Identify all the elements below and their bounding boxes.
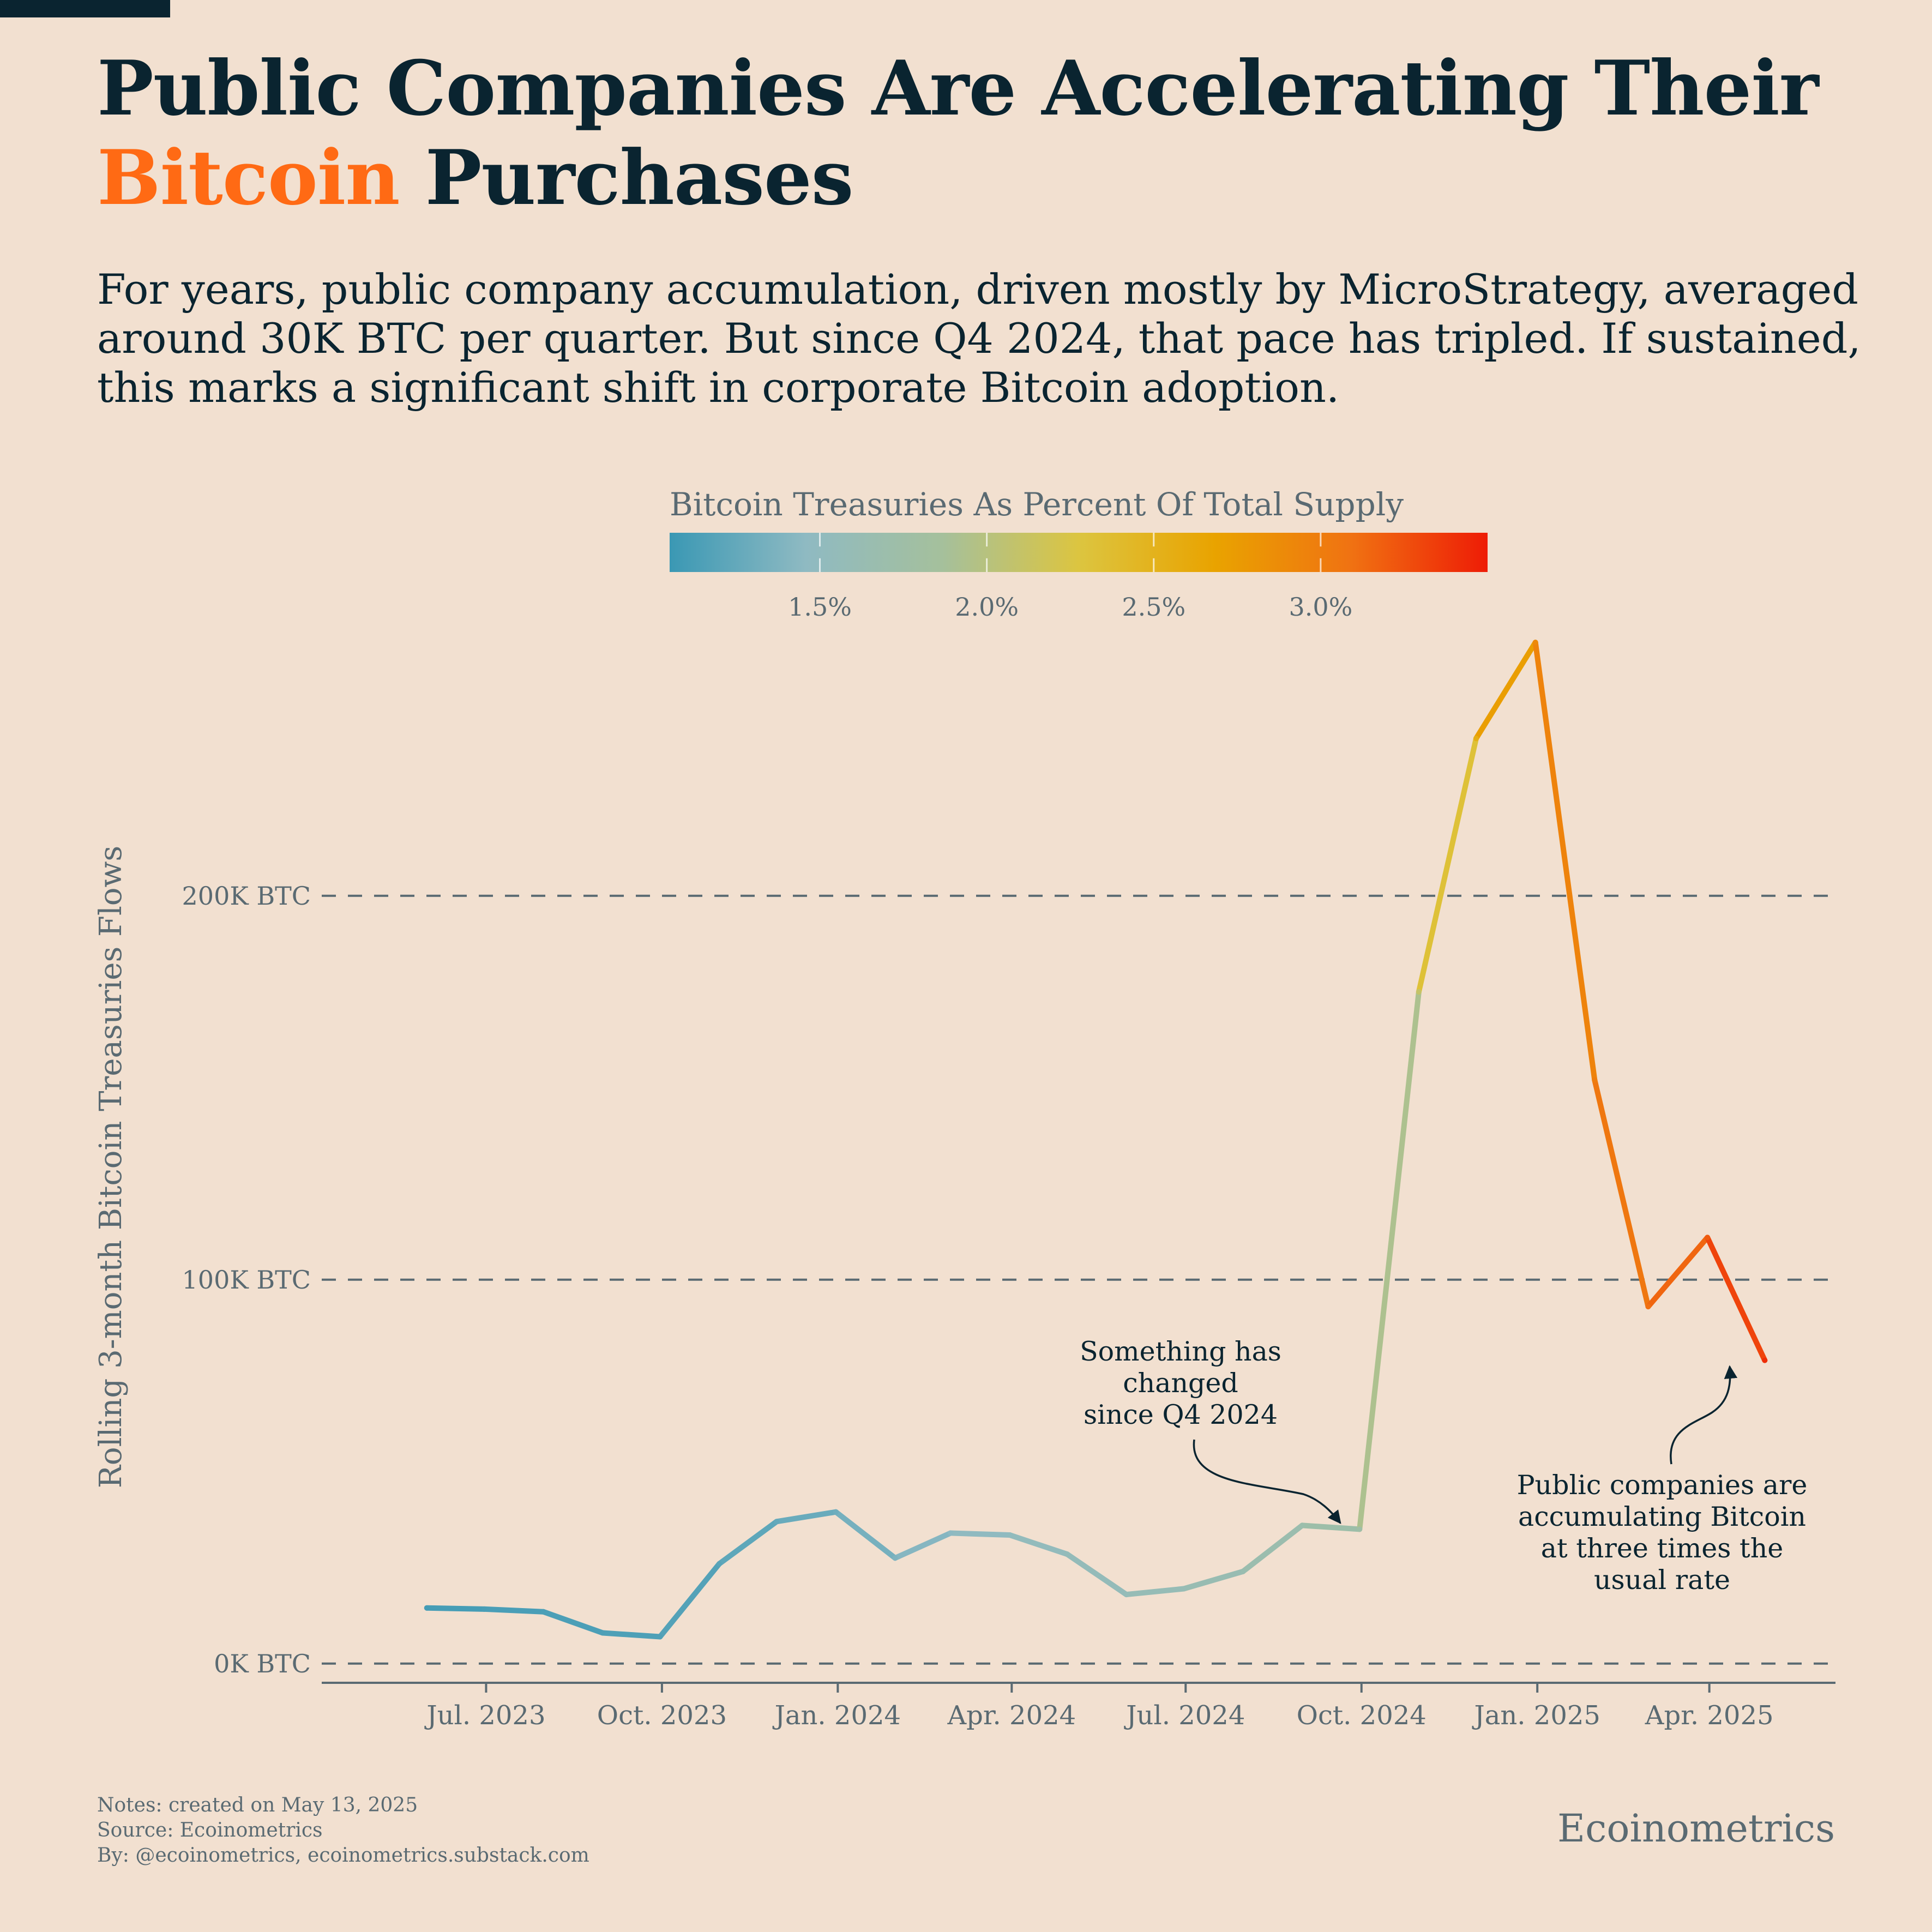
annotation-three-times: Public companies are accumulating Bitcoin…	[1517, 1365, 1808, 1596]
y-tick-label: 0K BTC	[214, 1649, 311, 1678]
line-segment	[1299, 1522, 1363, 1532]
line-segment	[540, 1609, 606, 1636]
annotation-q4-change: Something has changed since Q4 2024	[1080, 1336, 1341, 1524]
data-point	[1762, 1357, 1768, 1363]
data-point	[1064, 1551, 1070, 1557]
y-gridlines	[322, 894, 1835, 1665]
annotation-line: at three times the	[1541, 1533, 1784, 1564]
colorbar-title: Bitcoin Treasuries As Percent Of Total S…	[670, 486, 1404, 523]
line-segment	[1007, 1532, 1070, 1557]
chart-subtitle: For years, public company accumulation, …	[97, 265, 1861, 412]
line-segment	[948, 1530, 1013, 1538]
line-segment	[424, 1605, 487, 1612]
top-accent-bar	[0, 0, 170, 17]
x-tick-label: Oct. 2023	[597, 1700, 727, 1731]
x-axis-ticks: Jul. 2023 Oct. 2023 Jan. 2024 Apr. 2024 Jul.…	[424, 1683, 1774, 1731]
colorbar-tick-label: 1.5%	[788, 592, 852, 622]
data-point	[657, 1634, 663, 1640]
data-point	[1416, 989, 1422, 995]
data-point	[1299, 1522, 1305, 1528]
brand-logo-text: Ecoinometrics	[1557, 1806, 1835, 1851]
footer-notes-line: Notes: created on May 13, 2025	[97, 1794, 418, 1816]
annotation-arrow-three-times	[1670, 1365, 1738, 1465]
data-point	[774, 1519, 780, 1525]
line-series	[424, 640, 1768, 1640]
line-segment	[774, 1509, 839, 1525]
colorbar	[670, 533, 1488, 572]
data-point	[1181, 1586, 1187, 1592]
line-segment	[1064, 1551, 1129, 1598]
data-point	[1007, 1532, 1013, 1538]
line-segment	[717, 1519, 780, 1567]
data-point	[1592, 1077, 1598, 1083]
line-segment	[657, 1561, 723, 1640]
line-segment	[1357, 989, 1422, 1532]
data-point	[481, 1606, 487, 1612]
title-accent: Bitcoin	[97, 133, 400, 222]
y-axis-label: Rolling 3-month Bitcoin Treasuries Flows	[93, 846, 129, 1489]
line-segment	[1645, 1235, 1711, 1310]
y-tick-label: 200K BTC	[182, 881, 311, 911]
title-part2: Purchases	[425, 133, 854, 222]
annotation-line: usual rate	[1594, 1564, 1730, 1596]
annotation-line: since Q4 2024	[1084, 1399, 1278, 1430]
title-part1: Public Companies Are Accelerating Their	[97, 44, 1819, 133]
line-segment	[600, 1630, 663, 1640]
footer-by-line: By: @ecoinometrics, ecoinometrics.substa…	[97, 1844, 589, 1867]
x-tick-label: Apr. 2024	[947, 1700, 1076, 1731]
y-tick-labels: 0K BTC 100K BTC 200K BTC	[182, 881, 311, 1678]
x-tick-label: Jul. 2024	[1123, 1700, 1245, 1731]
chart-title: Public Companies Are Accelerating Their B…	[97, 44, 1842, 222]
line-segment	[1592, 1077, 1651, 1310]
data-point	[717, 1561, 723, 1567]
data-point	[1357, 1526, 1363, 1532]
line-segment	[1473, 640, 1538, 742]
annotation-line: Public companies are	[1517, 1470, 1808, 1501]
data-point	[1240, 1568, 1246, 1574]
line-segment	[1705, 1235, 1768, 1363]
line-segment	[1123, 1586, 1187, 1598]
data-point	[600, 1630, 606, 1636]
line-segment	[481, 1606, 546, 1615]
data-point	[948, 1530, 954, 1536]
data-point	[1473, 736, 1479, 742]
line-segment	[892, 1530, 954, 1561]
colorbar-tick-label: 2.5%	[1122, 592, 1185, 622]
data-point	[540, 1609, 546, 1615]
x-tick-label: Jan. 2024	[772, 1700, 901, 1731]
x-tick-label: Jan. 2025	[1471, 1700, 1600, 1731]
y-tick-label: 100K BTC	[182, 1265, 311, 1295]
line-segment	[1240, 1522, 1305, 1574]
colorbar-tick-label: 3.0%	[1289, 592, 1352, 622]
data-point	[1123, 1592, 1129, 1598]
data-point	[424, 1605, 430, 1611]
line-segment	[1416, 736, 1479, 995]
line-segment	[1532, 640, 1598, 1083]
line-segment	[833, 1509, 898, 1561]
annotation-line: Something has	[1080, 1336, 1281, 1367]
x-tick-label: Oct. 2024	[1297, 1700, 1427, 1731]
footer-source-line: Source: Ecoinometrics	[97, 1819, 323, 1841]
data-point	[1532, 640, 1538, 646]
colorbar-legend: Bitcoin Treasuries As Percent Of Total S…	[670, 486, 1488, 622]
data-point	[1705, 1235, 1711, 1241]
annotation-arrow-q4	[1193, 1439, 1341, 1524]
x-tick-label: Jul. 2023	[424, 1700, 545, 1731]
x-tick-label: Apr. 2025	[1645, 1700, 1774, 1731]
data-point	[833, 1509, 839, 1515]
data-point	[892, 1555, 898, 1561]
data-point	[1645, 1304, 1651, 1310]
colorbar-tick-label: 2.0%	[955, 592, 1019, 622]
annotation-line: accumulating Bitcoin	[1518, 1501, 1806, 1532]
line-segment	[1181, 1568, 1246, 1592]
footer-notes: Notes: created on May 13, 2025 Source: E…	[97, 1793, 589, 1868]
colorbar-ticks: 1.5% 2.0% 2.5% 3.0%	[788, 533, 1352, 622]
annotation-line: changed	[1123, 1368, 1238, 1399]
